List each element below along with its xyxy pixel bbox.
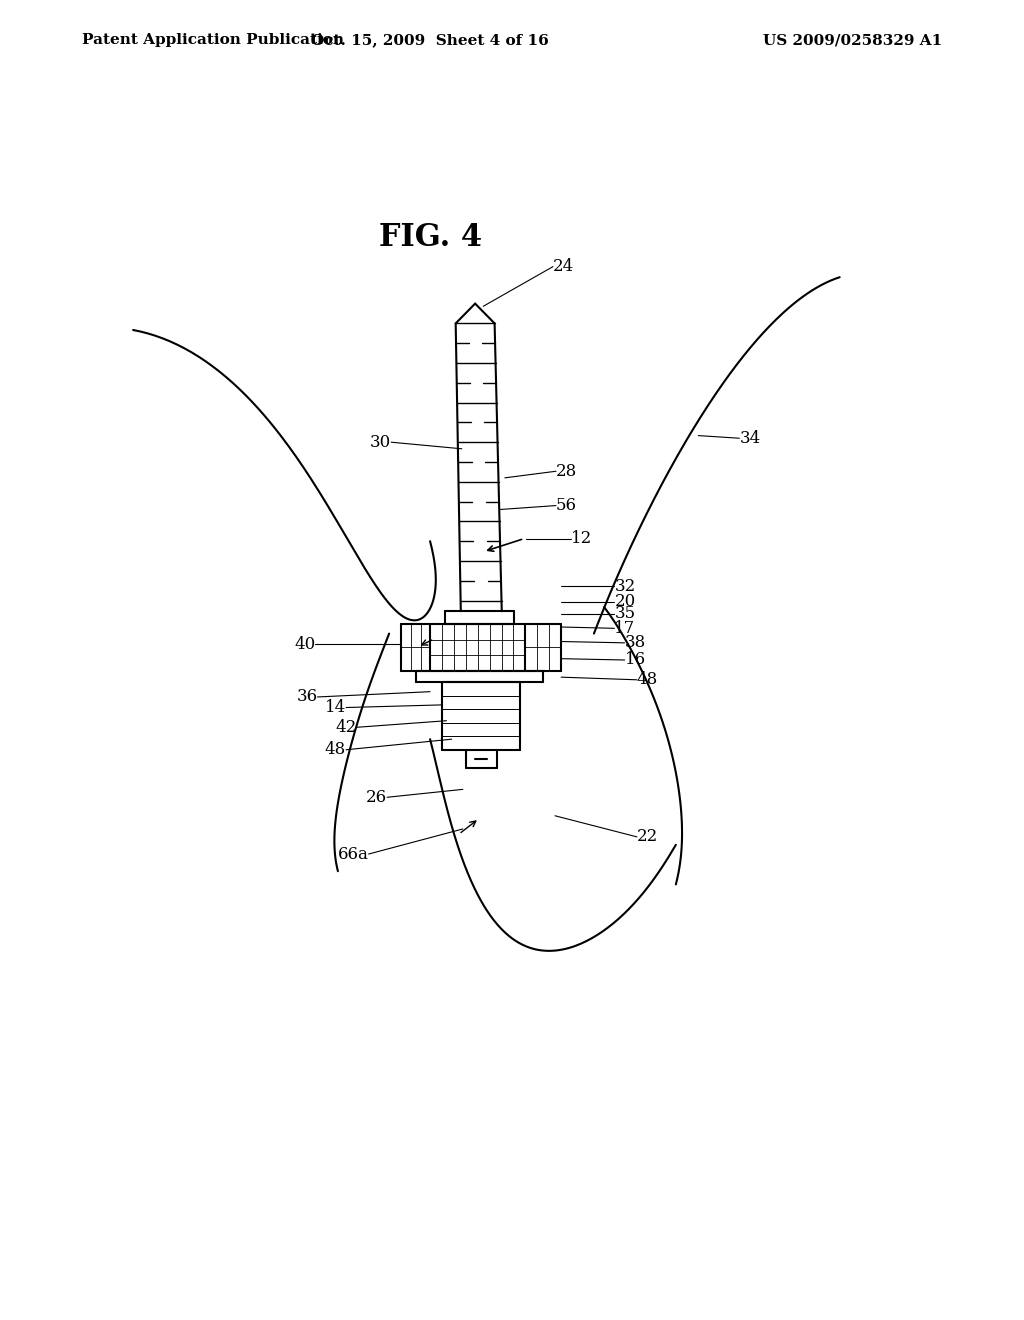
Text: 17: 17 [614,620,636,636]
Text: 56: 56 [556,498,578,513]
Text: 40: 40 [294,636,315,652]
Text: 26: 26 [366,789,387,805]
Text: 20: 20 [614,594,636,610]
Text: 38: 38 [625,635,646,651]
Text: 14: 14 [325,700,346,715]
Text: 32: 32 [614,578,636,594]
Text: 66a: 66a [338,846,369,862]
Text: 12: 12 [571,531,593,546]
Text: 35: 35 [614,606,636,622]
Text: 48: 48 [637,672,658,688]
Text: 24: 24 [553,259,574,275]
Text: Patent Application Publication: Patent Application Publication [82,33,344,48]
Text: 42: 42 [335,719,356,735]
Text: Oct. 15, 2009  Sheet 4 of 16: Oct. 15, 2009 Sheet 4 of 16 [311,33,549,48]
Text: US 2009/0258329 A1: US 2009/0258329 A1 [763,33,942,48]
Text: 36: 36 [296,689,317,705]
Text: 48: 48 [325,742,346,758]
Text: 16: 16 [625,652,646,668]
Text: FIG. 4: FIG. 4 [379,222,481,253]
Text: 34: 34 [739,430,761,446]
Text: 22: 22 [637,829,658,845]
Text: 28: 28 [556,463,578,479]
Text: 30: 30 [370,434,391,450]
